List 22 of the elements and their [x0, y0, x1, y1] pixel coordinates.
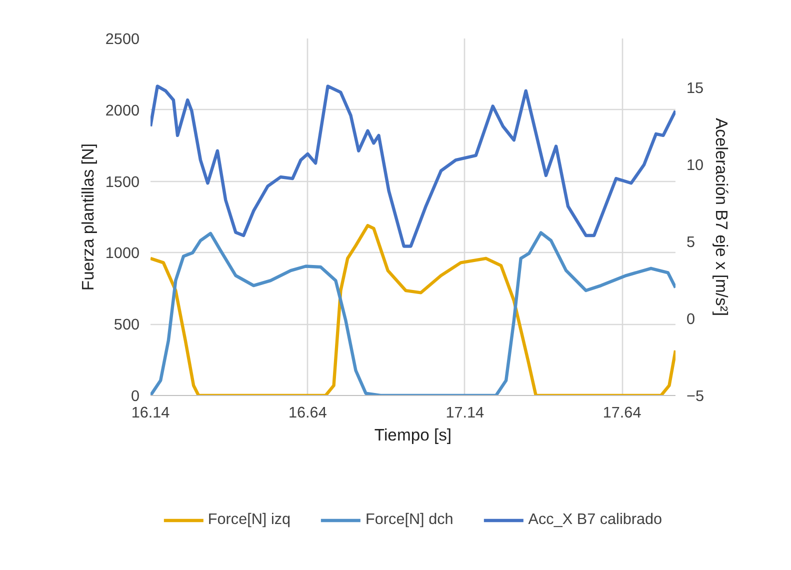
y-tick-label: 500: [114, 316, 140, 334]
y-tick-label: 2500: [105, 31, 140, 48]
y-tick-label: 1500: [105, 174, 140, 191]
x-tick-label: 16.14: [131, 404, 170, 422]
x-tick-label: 17.14: [446, 404, 485, 422]
legend-label: Acc_X B7 calibrado: [528, 511, 662, 529]
y2-tick-label: 10: [686, 157, 704, 174]
legend-label: Force[N] dch: [366, 511, 454, 529]
y2-tick-label: −5: [686, 388, 704, 405]
y2-tick-label: 5: [686, 234, 696, 252]
y-tick-label: 2000: [105, 102, 140, 120]
line-series: [150, 84, 676, 248]
y-tick-label: 1000: [105, 245, 140, 262]
y2-tick-label: 15: [686, 80, 704, 98]
y2-tick-label: 0: [686, 311, 696, 328]
y-axis-title: Fuerza plantillas [N]: [78, 143, 98, 291]
x-tick-label: 16.64: [288, 404, 328, 422]
legend-label: Force[N] izq: [208, 511, 291, 529]
x-axis-title: Tiempo [s]: [374, 426, 452, 444]
x-tick-label: 17.64: [602, 404, 642, 422]
y2-axis-title: Aceleración B7 eje x [m/s²]: [712, 118, 731, 316]
y-tick-label: 0: [130, 388, 140, 405]
